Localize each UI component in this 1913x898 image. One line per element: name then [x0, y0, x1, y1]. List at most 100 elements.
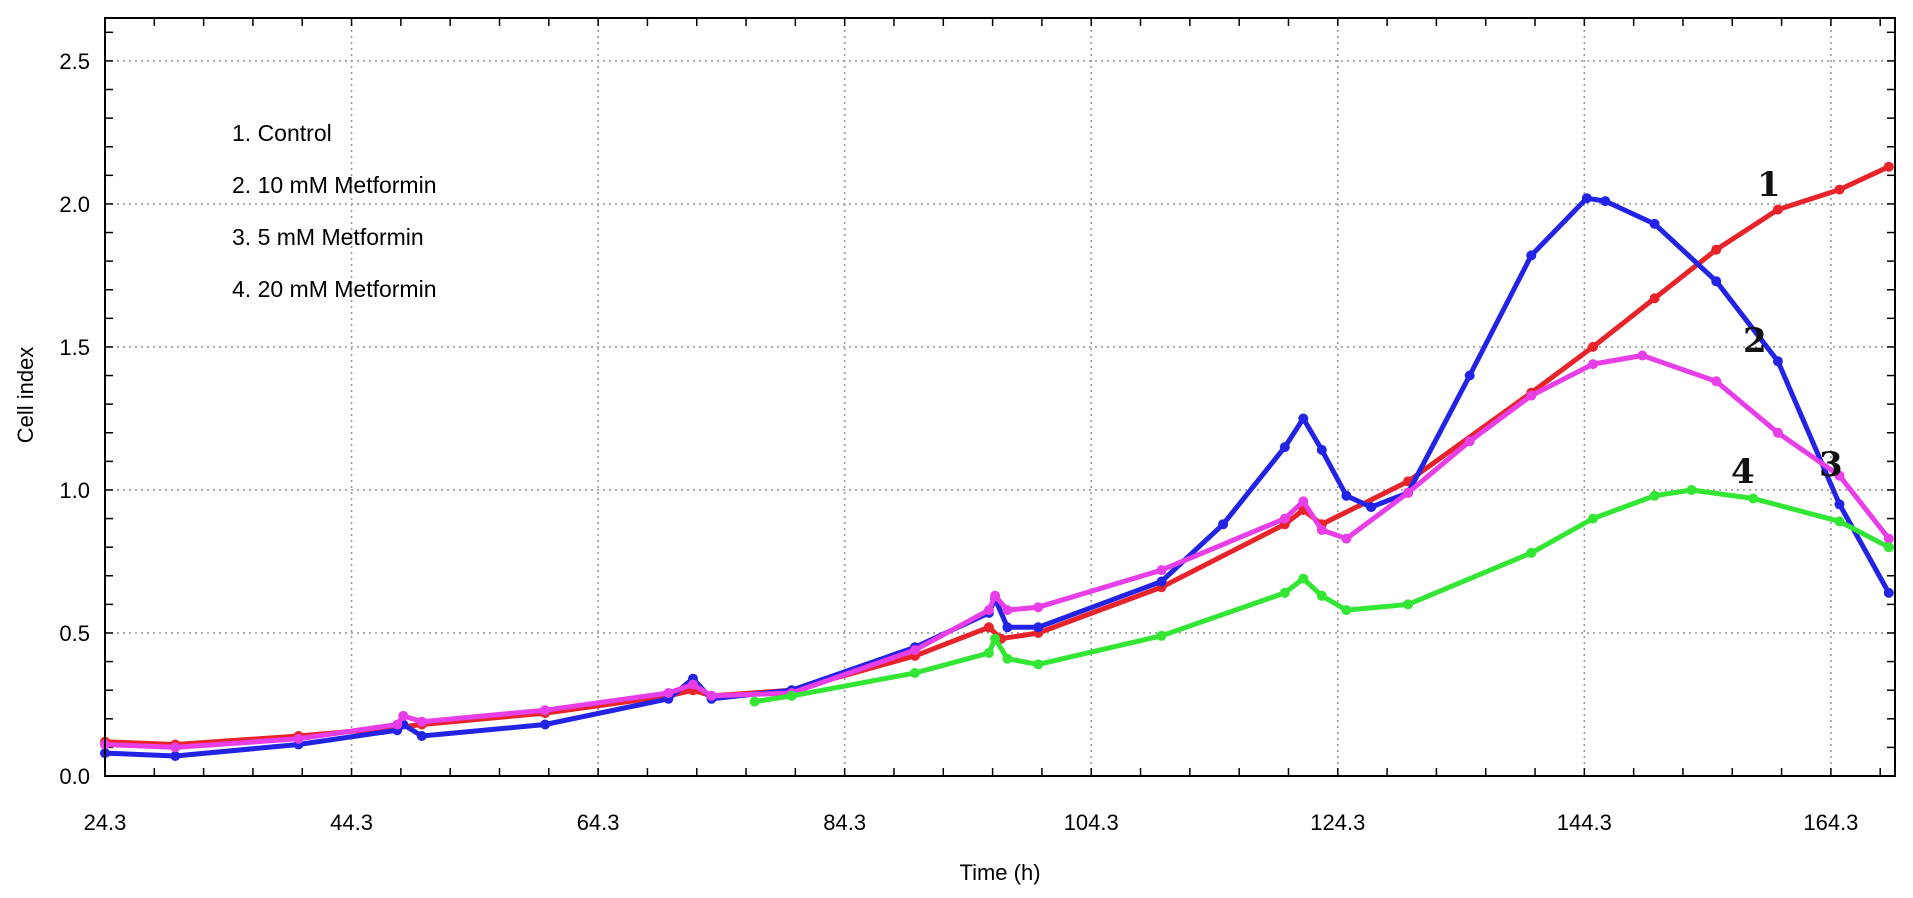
data-point — [983, 622, 994, 633]
data-point — [990, 590, 1001, 601]
data-point — [1526, 250, 1537, 261]
curve-labels: 1 2 3 4 — [1731, 165, 1843, 492]
series-line-1 — [102, 164, 1892, 747]
data-point — [1403, 487, 1414, 498]
y-tick-label: 1.5 — [59, 335, 90, 360]
data-point — [1834, 499, 1845, 510]
data-point — [1298, 573, 1309, 584]
data-point — [1600, 196, 1611, 207]
data-point — [1649, 490, 1660, 501]
data-point — [749, 696, 760, 707]
y-tick-label: 0.5 — [59, 621, 90, 646]
data-point — [1748, 493, 1759, 504]
data-point — [1637, 350, 1648, 361]
data-point — [398, 710, 409, 721]
data-point — [540, 705, 551, 716]
curve-label-4: 4 — [1731, 452, 1755, 492]
series-4 — [749, 485, 1894, 707]
data-point — [1649, 293, 1660, 304]
data-point — [990, 633, 1001, 644]
data-point — [1341, 490, 1352, 501]
legend-entry-3: 3. 5 mM Metformin — [232, 224, 424, 250]
data-point — [1834, 516, 1845, 527]
x-tick-label: 164.3 — [1803, 810, 1858, 835]
data-point — [293, 733, 304, 744]
y-axis-title: Cell index — [13, 347, 38, 444]
data-point — [1883, 161, 1894, 172]
x-tick-label: 104.3 — [1064, 810, 1119, 835]
data-point — [1002, 605, 1013, 616]
data-point — [688, 679, 698, 690]
data-point — [1834, 470, 1845, 481]
data-point — [1649, 218, 1660, 229]
data-point — [1403, 599, 1414, 610]
legend-entry-4: 4. 20 mM Metformin — [232, 276, 437, 302]
data-point — [1366, 502, 1377, 513]
data-point — [1298, 496, 1309, 507]
data-point — [1316, 590, 1327, 601]
data-point — [1711, 376, 1722, 387]
curve-label-3: 3 — [1819, 445, 1843, 485]
data-point — [1711, 244, 1722, 255]
data-point — [1279, 587, 1290, 598]
x-tick-label: 64.3 — [577, 810, 620, 835]
x-tick-label: 144.3 — [1557, 810, 1612, 835]
y-tick-label: 2.5 — [59, 49, 90, 74]
data-point — [1033, 622, 1044, 633]
x-axis-title: Time (h) — [959, 860, 1040, 885]
data-point — [1834, 184, 1845, 195]
data-point — [170, 742, 181, 753]
legend-entry-2: 2. 10 mM Metformin — [232, 172, 437, 198]
data-point — [1033, 659, 1044, 670]
series-line-3 — [102, 353, 1892, 750]
data-point — [1883, 587, 1894, 598]
data-point — [1686, 485, 1697, 495]
y-tick-label: 0.0 — [59, 764, 90, 789]
data-point — [1002, 622, 1013, 633]
x-tick-label: 44.3 — [330, 810, 373, 835]
data-point — [1279, 442, 1290, 453]
data-point — [1464, 436, 1475, 447]
curve-label-1: 1 — [1757, 165, 1781, 205]
data-point — [1883, 542, 1894, 553]
data-point — [786, 690, 797, 701]
x-tick-label: 24.3 — [84, 810, 127, 835]
plot-frame — [104, 17, 1896, 777]
data-point — [1316, 525, 1327, 535]
series-group — [100, 161, 1894, 761]
data-point — [1464, 370, 1475, 381]
data-point — [1298, 413, 1309, 424]
data-point — [1156, 565, 1167, 576]
legend-entry-1: 1. Control — [232, 120, 332, 146]
data-point — [1588, 513, 1598, 524]
data-point — [1883, 533, 1894, 544]
series-3 — [100, 350, 1894, 753]
x-tick-label: 84.3 — [823, 810, 866, 835]
data-point — [1588, 341, 1598, 352]
data-point — [540, 719, 551, 730]
data-point — [1772, 356, 1783, 367]
data-point — [1279, 513, 1290, 524]
legend: 1. Control 2. 10 mM Metformin 3. 5 mM Me… — [232, 120, 437, 302]
data-point — [1341, 605, 1352, 616]
data-point — [1711, 276, 1722, 287]
data-point — [983, 605, 994, 616]
data-point — [1772, 427, 1783, 438]
curve-label-2: 2 — [1743, 321, 1767, 361]
data-point — [909, 645, 920, 656]
data-point — [1316, 444, 1327, 455]
data-point — [983, 648, 994, 658]
data-point — [706, 690, 717, 701]
data-point — [909, 668, 920, 678]
data-point — [1033, 602, 1044, 613]
data-point — [416, 716, 427, 727]
y-tick-label: 2.0 — [59, 192, 90, 217]
data-point — [392, 719, 403, 730]
data-point — [1526, 547, 1537, 558]
data-point — [416, 731, 427, 741]
data-point — [170, 751, 181, 761]
data-point — [1581, 193, 1592, 204]
data-point — [1002, 653, 1013, 664]
data-point — [1156, 630, 1167, 641]
